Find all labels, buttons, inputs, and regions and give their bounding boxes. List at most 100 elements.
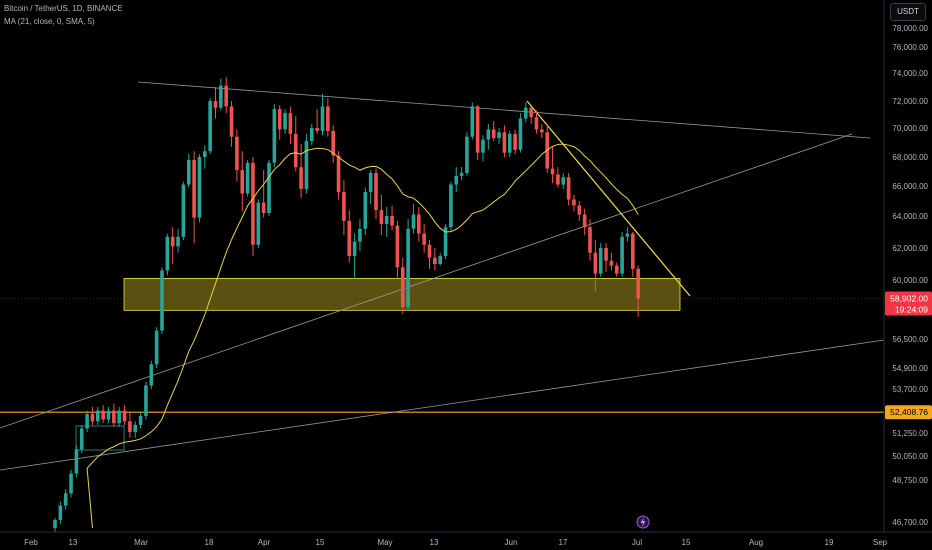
candle [384,216,389,224]
candle [406,228,410,307]
y-tick-label: 51,250.00 [892,429,928,438]
candle [513,133,517,150]
candle [133,424,138,433]
candle [518,118,523,150]
candle [486,129,491,140]
current-price-tag [885,291,932,316]
candle [342,192,346,221]
current-price-value: 58,902.00 [890,294,928,304]
candle [507,133,512,153]
candle [577,205,582,215]
y-tick-label: 66,000.00 [892,182,928,191]
candle [197,157,202,218]
candle [315,128,319,131]
candle [213,101,218,108]
y-tick-label: 76,000.00 [892,43,928,52]
candle [160,270,164,331]
candle [138,415,143,425]
candle [288,113,293,134]
candle [524,107,528,119]
x-tick-label: 15 [316,538,325,547]
candle [272,109,277,163]
y-tick-label: 48,750.00 [892,476,928,485]
moving-average-layer [86,143,639,529]
candle [374,172,378,210]
candle [550,168,555,175]
candle [261,202,266,213]
x-tick-label: 13 [430,538,439,547]
y-tick-label: 54,900.00 [892,364,928,373]
candle [331,130,335,156]
y-tick-label: 53,700.00 [892,385,928,394]
candle [304,141,309,189]
x-tick-label: Sep [873,538,888,547]
candle [299,167,303,189]
indicator-legend[interactable]: MA (21, close, 0, SMA, 5) [4,17,95,26]
candle [390,216,394,226]
candle [534,117,539,130]
candle [358,228,362,242]
candle [636,268,640,299]
candle [165,236,170,271]
candle [122,410,127,422]
candle [58,505,63,520]
x-tick-label: Aug [749,538,763,547]
candle [256,202,261,245]
candle [69,473,73,494]
x-tick-label: 17 [559,538,568,547]
candle [112,410,116,424]
candle [379,210,384,224]
candle [395,225,400,268]
currency-selector[interactable]: USDT [890,3,926,21]
candle [240,170,245,194]
candle [411,214,416,229]
candle [417,214,421,234]
candle [475,106,480,153]
lower-trendline [0,339,885,471]
x-tick-label: Jul [632,538,642,547]
candle [229,106,234,137]
candle [96,410,100,422]
candle [572,199,576,206]
y-tick-label: 60,000.00 [892,276,928,285]
candle [347,220,352,256]
candle [154,330,159,365]
candle [117,410,121,424]
candle [427,244,432,258]
candle [192,159,196,218]
y-tick-label: 78,000.00 [892,24,928,33]
x-tick-label: 19 [825,538,834,547]
candle [53,519,57,529]
candle [101,410,105,420]
y-tick-label: 50,050.00 [892,452,928,461]
candle [566,177,571,200]
candle [336,155,341,192]
x-tick-label: Apr [258,538,271,547]
candle [604,248,608,261]
candle [588,227,592,253]
candle [368,172,373,192]
candle [497,132,501,139]
candle [170,236,175,247]
candle [443,227,448,256]
candle [219,85,223,108]
candle [620,236,624,274]
candle [203,151,207,157]
descending-trendline [526,100,691,297]
candle [245,162,250,194]
x-tick-label: Feb [24,538,38,547]
level-price-value: 52,408.76 [890,407,928,417]
candle [556,174,560,185]
candle [74,449,79,474]
y-tick-label: 74,000.00 [892,69,928,78]
x-tick-label: Mar [134,538,148,547]
candle [106,410,111,420]
candle [352,241,357,256]
candle [593,252,598,274]
candle [625,233,630,237]
bar-countdown: 19:24:09 [895,305,928,315]
x-tick-label: Jun [505,538,518,547]
y-tick-label: 56,500.00 [892,335,928,344]
